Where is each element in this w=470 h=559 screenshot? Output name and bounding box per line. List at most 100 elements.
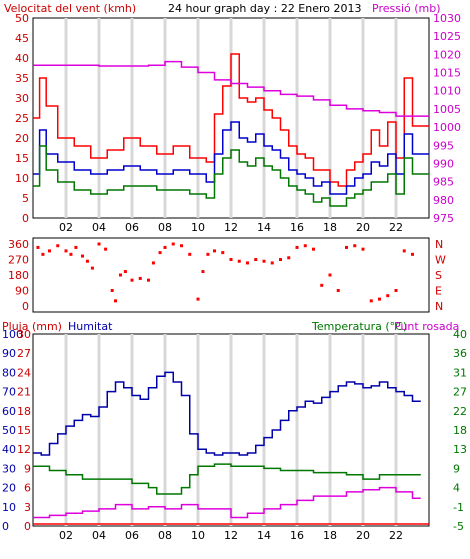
wind-pressure-chart: 02 04 06 08 10 12 14 16 18 20 22051015202530354045… (15, 12, 461, 234)
pressure-tick-label: 980 (433, 194, 454, 207)
direction-point (336, 289, 340, 292)
rain-tick-label: 9 (24, 462, 31, 475)
direction-point (97, 242, 101, 246)
temperature-axis-label: Temperatura (°C) (311, 320, 407, 333)
direction-degree-tick-label: 180 (8, 269, 29, 282)
pressure-series-line (33, 60, 429, 117)
x-tick-label: 08 (158, 221, 172, 234)
humidity-tick-label: 90 (2, 347, 16, 360)
x-tick-label: 10 (191, 221, 205, 234)
pressure-tick-label: 1020 (433, 48, 461, 61)
compass-tick-label: N (435, 238, 443, 251)
pressure-tick-label: 1010 (433, 85, 461, 98)
rain-tick-label: 18 (17, 405, 31, 418)
x-tick-label: 06 (125, 529, 139, 542)
dewpoint-axis-label: Punt rosada (394, 320, 459, 333)
direction-point (279, 258, 282, 261)
x-tick-label: 06 (125, 221, 139, 234)
pressure-tick-label: 1000 (433, 121, 461, 134)
direction-point (85, 259, 89, 263)
direction-point (196, 297, 200, 301)
direction-point (114, 299, 117, 303)
direction-point (180, 244, 183, 248)
humidity-tick-label: 10 (2, 501, 16, 514)
direction-point (303, 244, 307, 248)
direction-point (270, 261, 274, 265)
humidity-tick-label: 40 (2, 443, 16, 456)
direction-degree-tick-label: 360 (8, 238, 29, 251)
wind-gust-series-line (33, 53, 429, 187)
direction-point (262, 259, 266, 263)
compass-tick-label: N (435, 300, 443, 313)
x-tick-label: 16 (290, 529, 304, 542)
wind-tick-label: 0 (22, 212, 29, 225)
wind-average-series-line (33, 145, 429, 207)
direction-point (254, 258, 258, 261)
wind-direction-chart: 360 N 270 W 180 S 90 E 0 N (8, 238, 446, 313)
humidity-tick-label: 50 (2, 424, 16, 437)
direction-point (74, 245, 78, 249)
direction-degree-tick-label: 0 (22, 300, 29, 313)
direction-point (151, 261, 155, 265)
wind-tick-label: 20 (15, 132, 29, 145)
direction-point (90, 266, 94, 270)
x-tick-label: 12 (224, 529, 238, 542)
direction-point (361, 247, 365, 251)
direction-point (64, 249, 68, 253)
x-tick-label: 20 (356, 529, 370, 542)
pressure-tick-label: 1015 (433, 67, 461, 80)
wind-direction-plot-area (32, 237, 430, 313)
direction-point (56, 244, 60, 248)
temperature-series-line (33, 463, 421, 495)
humidity-tick-label: 100 (2, 328, 23, 341)
pressure-tick-label: 1025 (433, 30, 461, 43)
x-tick-label: 04 (92, 221, 106, 234)
x-tick-label: 12 (224, 221, 238, 234)
compass-tick-label: E (435, 285, 442, 298)
direction-point (36, 245, 40, 249)
humidity-tick-label: 20 (2, 482, 16, 495)
rain-tick-label: 27 (17, 347, 31, 360)
temperature-tick-label: 4 (453, 482, 460, 495)
x-tick-label: 18 (323, 529, 337, 542)
pressure-tick-label: 1030 (433, 12, 461, 25)
x-tick-label: 14 (257, 529, 271, 542)
wind-speed-series-line (33, 121, 429, 195)
direction-point (229, 258, 233, 261)
pressure-axis-label: Pressió (mb) (372, 2, 441, 15)
direction-point (312, 247, 315, 251)
direction-point (163, 245, 167, 249)
direction-point (237, 259, 241, 263)
rain-axis-label: Pluja (mm) (2, 320, 62, 333)
direction-point (41, 252, 45, 256)
direction-point (213, 249, 216, 253)
rain-tick-label: 3 (24, 501, 31, 514)
wind-tick-label: 5 (22, 192, 29, 205)
temperature-tick-label: 40 (453, 328, 467, 341)
direction-point (295, 245, 299, 249)
direction-point (394, 289, 398, 292)
rain-tick-label: 30 (17, 328, 31, 341)
wind-tick-label: 25 (15, 112, 29, 125)
wind-tick-label: 10 (15, 172, 29, 185)
direction-point (246, 261, 249, 265)
wind-tick-label: 30 (15, 92, 29, 105)
compass-tick-label: S (435, 269, 442, 282)
direction-point (221, 251, 225, 255)
direction-point (353, 244, 357, 248)
rain-tick-label: 24 (17, 366, 31, 379)
x-tick-label: 04 (92, 529, 106, 542)
dewpoint-series-line (33, 486, 421, 519)
temperature-tick-label: 36 (453, 347, 467, 360)
rain-tick-label: 0 (24, 520, 31, 533)
chart-title: 24 hour graph day : 22 Enero 2013 (168, 2, 362, 15)
humidity-series-line (33, 371, 421, 456)
direction-degree-tick-label: 270 (8, 254, 29, 267)
humidity-axis-label: Humitat (68, 320, 113, 333)
temperature-tick-label: 27 (453, 386, 467, 399)
x-tick-label: 10 (191, 529, 205, 542)
pressure-tick-label: 1005 (433, 103, 461, 116)
direction-point (69, 252, 73, 256)
